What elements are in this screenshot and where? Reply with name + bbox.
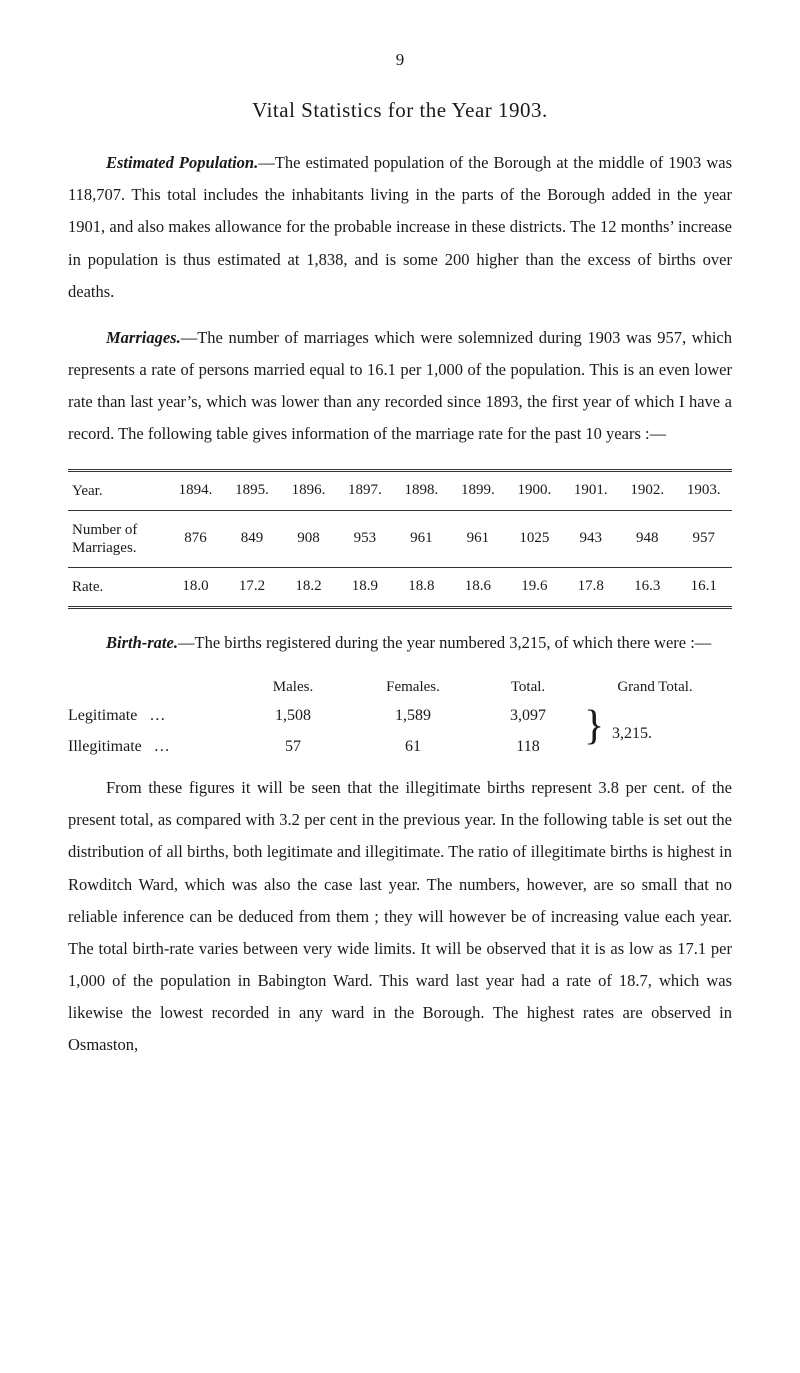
- col-1895: 1895.: [224, 470, 280, 510]
- cell: 19.6: [506, 567, 562, 607]
- col-year: Year.: [68, 470, 167, 510]
- ledger-total: 3,097: [478, 701, 578, 731]
- cell: 961: [450, 510, 506, 567]
- text-estimated-population: —The estimated population of the Borough…: [68, 153, 732, 301]
- cell: 17.8: [563, 567, 619, 607]
- ledger-females: 1,589: [348, 701, 478, 731]
- lead-marriages: Marriages.: [106, 328, 181, 347]
- cell: 16.1: [676, 567, 733, 607]
- lead-birth-rate: Birth-rate.: [106, 633, 178, 652]
- col-1901: 1901.: [563, 470, 619, 510]
- ledger-h-grand: Grand Total.: [578, 673, 732, 702]
- ledger-h-males: Males.: [238, 673, 348, 702]
- ledger-h-total: Total.: [478, 673, 578, 702]
- para-marriages: Marriages.—The number of marriages which…: [68, 322, 732, 451]
- ledger-dots: …: [149, 707, 165, 724]
- cell: 961: [393, 510, 449, 567]
- ledger-females: 61: [348, 732, 478, 762]
- cell: 908: [280, 510, 336, 567]
- cell: 1025: [506, 510, 562, 567]
- para-birth-rate: Birth-rate.—The births registered during…: [68, 627, 732, 659]
- cell: 18.2: [280, 567, 336, 607]
- ledger-males: 57: [238, 732, 348, 762]
- page-title: Vital Statistics for the Year 1903.: [68, 98, 732, 123]
- ledger-males: 1,508: [238, 701, 348, 731]
- cell: 18.9: [337, 567, 393, 607]
- cell: 957: [676, 510, 733, 567]
- ledger-label: Legitimate: [68, 707, 137, 724]
- col-1894: 1894.: [167, 470, 223, 510]
- table-row: Number ofMarriages. 876 849 908 953 961 …: [68, 510, 732, 567]
- cell: 948: [619, 510, 675, 567]
- lead-estimated-population: Estimated Population.: [106, 153, 258, 172]
- col-1898: 1898.: [393, 470, 449, 510]
- table-header-row: Year. 1894. 1895. 1896. 1897. 1898. 1899…: [68, 470, 732, 510]
- text-from-these-figures: From these figures it will be seen that …: [68, 778, 732, 1054]
- cell: 17.2: [224, 567, 280, 607]
- page-number: 9: [68, 50, 732, 70]
- ledger-row-illegitimate: Illegitimate … 57 61 118: [68, 732, 732, 762]
- ledger-label: Illegitimate: [68, 738, 142, 755]
- cell: 943: [563, 510, 619, 567]
- para-from-these-figures: From these figures it will be seen that …: [68, 772, 732, 1062]
- ledger-row-legitimate: Legitimate … 1,508 1,589 3,097 } 3,215.: [68, 701, 732, 731]
- col-1900: 1900.: [506, 470, 562, 510]
- table-row: Rate. 18.0 17.2 18.2 18.9 18.8 18.6 19.6…: [68, 567, 732, 607]
- col-1903: 1903.: [676, 470, 733, 510]
- ledger-h-females: Females.: [348, 673, 478, 702]
- col-1902: 1902.: [619, 470, 675, 510]
- col-1897: 1897.: [337, 470, 393, 510]
- ledger-h-blank: [68, 673, 238, 702]
- ledger-total: 118: [478, 732, 578, 762]
- marriage-rate-table: Year. 1894. 1895. 1896. 1897. 1898. 1899…: [68, 469, 732, 609]
- cell: 18.6: [450, 567, 506, 607]
- ledger-grand-cell: } 3,215.: [578, 701, 732, 731]
- col-1899: 1899.: [450, 470, 506, 510]
- row-label-rate: Rate.: [68, 567, 167, 607]
- cell: 849: [224, 510, 280, 567]
- text-birth-rate: —The births registered during the year n…: [178, 633, 711, 652]
- para-estimated-population: Estimated Population.—The estimated popu…: [68, 147, 732, 308]
- cell: 16.3: [619, 567, 675, 607]
- cell: 876: [167, 510, 223, 567]
- col-1896: 1896.: [280, 470, 336, 510]
- row-label-marriages: Number ofMarriages.: [68, 510, 167, 567]
- cell: 18.0: [167, 567, 223, 607]
- ledger-header-row: Males. Females. Total. Grand Total.: [68, 673, 732, 702]
- cell: 18.8: [393, 567, 449, 607]
- ledger-dots: …: [154, 738, 170, 755]
- cell: 953: [337, 510, 393, 567]
- births-ledger: Males. Females. Total. Grand Total. Legi…: [68, 673, 732, 762]
